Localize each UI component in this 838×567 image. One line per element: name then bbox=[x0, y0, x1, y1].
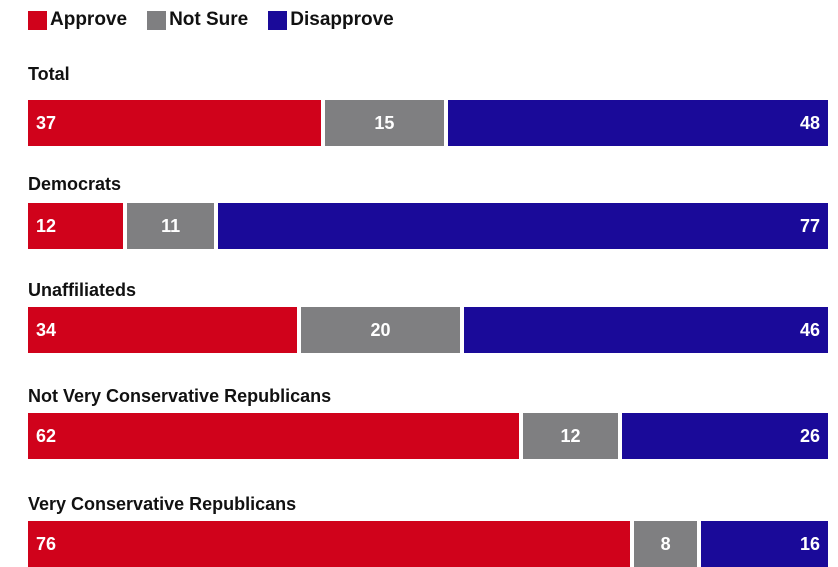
data-label-not-sure: 11 bbox=[161, 216, 181, 236]
data-label-approve: 62 bbox=[36, 426, 57, 446]
bar-segment-approve: 34 bbox=[28, 307, 298, 353]
data-label-disapprove: 46 bbox=[799, 320, 820, 340]
group-title-not-very-conservative-republicans: Not Very Conservative Republicans bbox=[28, 386, 332, 406]
bar-row-unaffiliateds: 34 20 46 bbox=[28, 307, 828, 353]
bar-segment-not-sure: 20 bbox=[301, 307, 460, 353]
legend-swatch-disapprove bbox=[268, 10, 288, 30]
data-label-approve: 76 bbox=[36, 534, 57, 554]
data-label-not-sure: 12 bbox=[560, 426, 581, 446]
legend-label-approve: Approve bbox=[50, 9, 128, 30]
bar-row-democrats: 12 11 77 bbox=[28, 203, 828, 249]
data-label-disapprove: 26 bbox=[799, 426, 820, 446]
legend-item-disapprove: Disapprove bbox=[268, 9, 394, 31]
data-label-approve: 34 bbox=[36, 320, 57, 340]
group-title-democrats: Democrats bbox=[28, 174, 122, 194]
bar-segment-approve: 62 bbox=[28, 413, 520, 459]
legend: Approve Not Sure Disapprove bbox=[28, 9, 414, 31]
data-label-disapprove: 48 bbox=[799, 113, 820, 133]
bar-segment-disapprove: 48 bbox=[447, 100, 828, 146]
legend-item-not-sure: Not Sure bbox=[147, 9, 248, 31]
bar-segment-disapprove: 77 bbox=[218, 203, 828, 249]
data-label-not-sure: 20 bbox=[370, 320, 391, 340]
legend-swatch-not-sure bbox=[147, 10, 167, 30]
bar-segment-disapprove: 46 bbox=[463, 307, 828, 353]
group-title-very-conservative-republicans: Very Conservative Republicans bbox=[28, 494, 297, 514]
data-label-disapprove: 16 bbox=[799, 534, 820, 554]
bar-segment-disapprove: 16 bbox=[701, 521, 828, 567]
legend-label-not-sure: Not Sure bbox=[169, 9, 249, 30]
bar-segment-not-sure: 15 bbox=[325, 100, 444, 146]
bar-segment-approve: 37 bbox=[28, 100, 322, 146]
bar-segment-not-sure: 11 bbox=[127, 203, 215, 249]
group-title-total: Total bbox=[28, 64, 70, 84]
data-label-not-sure: 8 bbox=[660, 534, 671, 554]
bar-segment-not-sure: 8 bbox=[633, 521, 698, 567]
legend-label-disapprove: Disapprove bbox=[290, 9, 394, 30]
data-label-not-sure: 15 bbox=[374, 113, 395, 133]
legend-item-approve: Approve bbox=[28, 9, 127, 31]
bar-segment-not-sure: 12 bbox=[523, 413, 619, 459]
legend-swatch-approve bbox=[28, 10, 47, 30]
bar-segment-disapprove: 26 bbox=[622, 413, 828, 459]
data-label-approve: 37 bbox=[36, 113, 57, 133]
bar-row-not-very-conservative-republicans: 62 12 26 bbox=[28, 413, 828, 459]
group-title-unaffiliateds: Unaffiliateds bbox=[28, 280, 137, 300]
bar-segment-approve: 76 bbox=[28, 521, 630, 567]
bar-row-total: 37 15 48 bbox=[28, 100, 828, 146]
bar-row-very-conservative-republicans: 76 8 16 bbox=[28, 521, 828, 567]
data-label-disapprove: 77 bbox=[799, 216, 820, 236]
data-label-approve: 12 bbox=[36, 216, 57, 236]
bar-segment-approve: 12 bbox=[28, 203, 124, 249]
